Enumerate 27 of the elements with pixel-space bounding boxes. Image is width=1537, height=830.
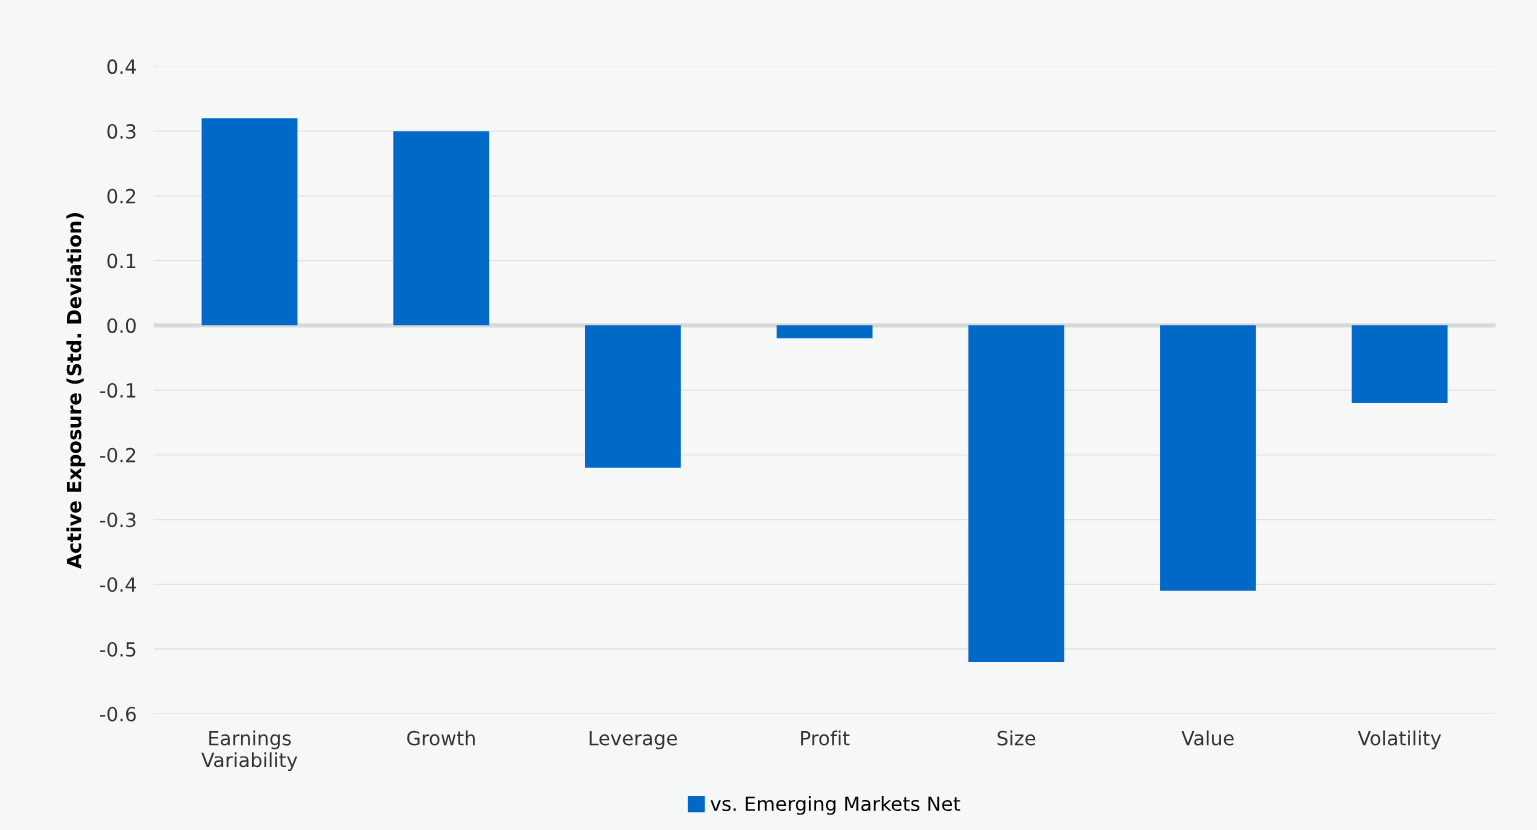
y-tick-label: 0.0 <box>107 318 136 334</box>
y-tick-label: 0.1 <box>107 253 136 269</box>
x-tick-label: Leverage <box>589 731 677 750</box>
x-tick-label: Value <box>1181 730 1234 746</box>
bar <box>968 325 1065 663</box>
legend-label: vs. Emerging Markets Net <box>710 796 961 815</box>
x-tick-label: Profit <box>801 730 850 746</box>
bar <box>1160 325 1256 591</box>
bar <box>1351 325 1448 404</box>
bar <box>776 325 873 339</box>
x-tick-label: Volatility <box>1357 730 1442 750</box>
y-tick-label: -0.4 <box>100 577 136 592</box>
y-tick-label: -0.5 <box>100 642 136 657</box>
y-tick-label: 0.2 <box>107 188 136 204</box>
bar <box>393 131 490 326</box>
y-tick-label: -0.1 <box>100 383 136 398</box>
x-tick-label: Earnings Variability <box>201 730 298 772</box>
y-tick-label: -0.2 <box>100 447 136 463</box>
y-tick-label: 0.3 <box>107 124 136 139</box>
x-tick-label: Growth <box>407 730 475 746</box>
y-tick-label: 0.4 <box>107 59 136 75</box>
bar <box>201 118 298 326</box>
y-axis-title: Active Exposure (Std. Deviation) <box>66 213 86 569</box>
y-tick-label: -0.3 <box>100 512 136 528</box>
y-tick-label: -0.6 <box>100 706 136 722</box>
bar <box>584 325 681 468</box>
x-tick-label: Size <box>997 730 1036 746</box>
